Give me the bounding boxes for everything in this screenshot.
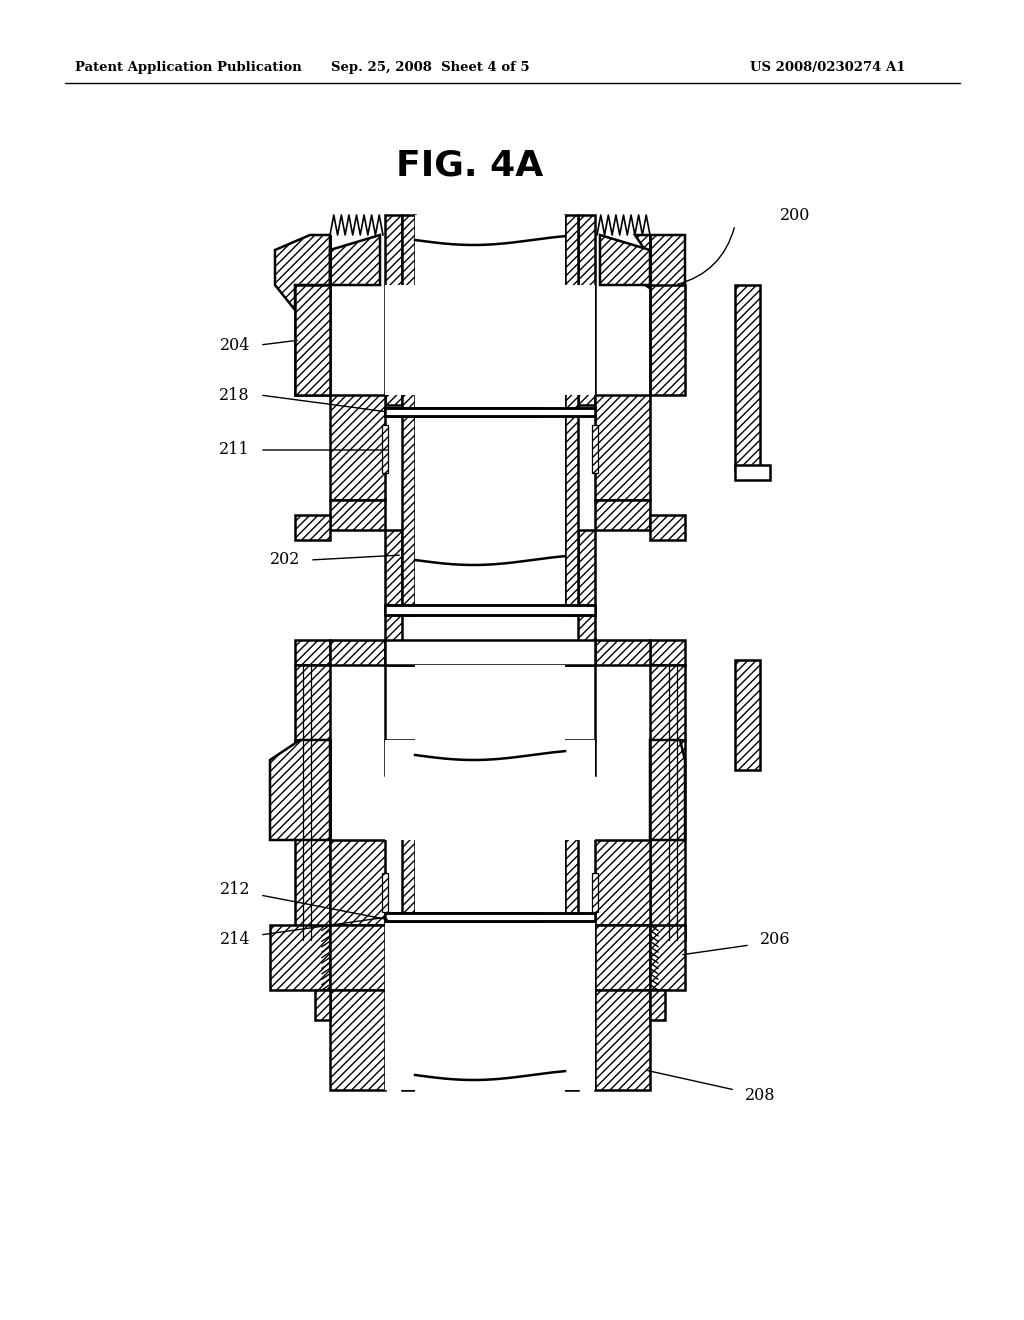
Polygon shape xyxy=(650,285,685,395)
Polygon shape xyxy=(635,235,685,310)
Polygon shape xyxy=(650,990,665,1020)
Text: 212: 212 xyxy=(219,882,250,899)
Polygon shape xyxy=(295,285,330,395)
Bar xyxy=(565,665,578,741)
Bar xyxy=(295,741,330,940)
Polygon shape xyxy=(595,840,650,925)
Bar xyxy=(402,960,415,1090)
Bar xyxy=(565,335,578,615)
Bar xyxy=(578,741,595,775)
Bar xyxy=(402,741,415,1040)
Bar xyxy=(402,335,415,615)
Text: 202: 202 xyxy=(269,552,300,569)
Polygon shape xyxy=(600,235,650,285)
Polygon shape xyxy=(595,395,650,500)
Bar xyxy=(415,741,565,775)
Bar xyxy=(295,640,330,665)
Bar xyxy=(385,215,402,405)
Bar xyxy=(565,741,578,1040)
Bar xyxy=(385,913,595,921)
Polygon shape xyxy=(382,425,388,473)
Polygon shape xyxy=(650,515,685,540)
Bar xyxy=(565,960,578,1090)
Bar xyxy=(385,531,402,610)
Text: 206: 206 xyxy=(760,932,791,949)
Bar xyxy=(415,335,565,610)
Text: Patent Application Publication: Patent Application Publication xyxy=(75,62,302,74)
Polygon shape xyxy=(382,873,388,912)
Polygon shape xyxy=(650,741,685,840)
Text: 211: 211 xyxy=(219,441,250,458)
Polygon shape xyxy=(295,285,330,395)
Polygon shape xyxy=(330,395,385,500)
Bar xyxy=(402,215,415,335)
Bar xyxy=(402,665,415,741)
Text: 200: 200 xyxy=(780,206,810,223)
Polygon shape xyxy=(295,515,330,540)
Text: FIG. 4A: FIG. 4A xyxy=(396,148,544,182)
Bar xyxy=(565,215,578,335)
Bar xyxy=(735,285,760,470)
Bar xyxy=(385,408,540,416)
Polygon shape xyxy=(330,990,385,1090)
Text: 218: 218 xyxy=(219,387,250,404)
Bar xyxy=(735,465,770,480)
Bar xyxy=(385,408,595,416)
Bar xyxy=(402,990,578,1090)
Bar xyxy=(650,665,685,741)
Bar xyxy=(385,741,595,840)
Bar xyxy=(578,610,595,645)
Polygon shape xyxy=(330,925,385,990)
Bar xyxy=(385,610,402,645)
Polygon shape xyxy=(595,925,650,990)
Polygon shape xyxy=(650,925,685,990)
Polygon shape xyxy=(592,425,598,473)
Bar xyxy=(415,665,565,741)
Polygon shape xyxy=(595,990,650,1090)
Text: 214: 214 xyxy=(219,932,250,949)
Bar xyxy=(385,665,595,741)
Bar xyxy=(415,741,565,940)
Bar xyxy=(578,215,595,405)
Polygon shape xyxy=(592,873,598,912)
Text: Sep. 25, 2008  Sheet 4 of 5: Sep. 25, 2008 Sheet 4 of 5 xyxy=(331,62,529,74)
Bar xyxy=(385,741,402,775)
Polygon shape xyxy=(330,235,380,285)
Polygon shape xyxy=(270,741,330,840)
Bar xyxy=(578,531,595,610)
Bar xyxy=(735,660,760,770)
Bar xyxy=(650,640,685,665)
Bar xyxy=(415,215,565,335)
Polygon shape xyxy=(595,500,650,531)
Bar xyxy=(385,920,595,995)
Text: 204: 204 xyxy=(219,337,250,354)
Polygon shape xyxy=(275,235,330,310)
Bar xyxy=(385,990,595,1090)
Polygon shape xyxy=(315,990,330,1020)
Bar xyxy=(385,605,595,615)
Bar xyxy=(595,640,650,665)
Polygon shape xyxy=(270,925,330,990)
Polygon shape xyxy=(330,500,385,531)
Bar xyxy=(650,741,685,940)
Text: US 2008/0230274 A1: US 2008/0230274 A1 xyxy=(750,62,905,74)
Bar xyxy=(330,640,385,665)
Bar xyxy=(385,285,595,395)
Bar xyxy=(295,665,330,741)
Polygon shape xyxy=(330,840,385,925)
Bar xyxy=(415,990,565,1096)
Bar xyxy=(385,640,595,665)
Text: 208: 208 xyxy=(745,1086,775,1104)
Bar xyxy=(385,913,540,921)
